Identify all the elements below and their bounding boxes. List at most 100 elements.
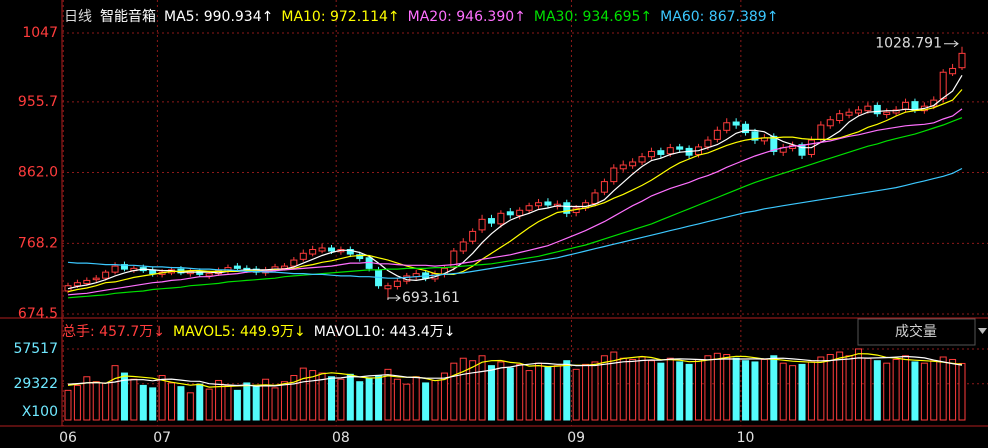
legend-entry: MA30: 934.695↑ — [534, 9, 652, 25]
candle-body — [346, 249, 354, 255]
volume-bar — [723, 354, 731, 421]
volume-bar — [817, 356, 825, 421]
candle-body — [911, 101, 919, 111]
legend-entry: MA20: 946.390↑ — [408, 9, 526, 25]
candle-body — [516, 209, 524, 217]
candle-body — [845, 111, 853, 116]
volume-bar — [487, 365, 495, 421]
legend-entry: MAVOL5: 449.9万↓ — [173, 324, 306, 340]
candle-body — [864, 105, 872, 112]
candle-body — [233, 265, 241, 269]
volume-bar — [497, 361, 505, 421]
volume-bar — [920, 362, 928, 421]
volume-bar — [958, 362, 966, 421]
candle-body — [487, 218, 495, 224]
candle-body — [902, 101, 910, 110]
ma-line — [67, 74, 963, 290]
volume-bar — [384, 368, 392, 421]
min-label: 693.161 — [402, 290, 460, 306]
y-tick-label: 862.0 — [18, 165, 58, 181]
y-tick-label: 768.2 — [18, 235, 58, 251]
candle-body — [883, 111, 891, 115]
candle-body — [459, 241, 467, 252]
volume-bar — [346, 373, 354, 421]
ma-line — [67, 108, 963, 296]
volume-bar — [403, 383, 411, 421]
volume-bar — [73, 384, 81, 421]
dropdown-arrow[interactable] — [978, 328, 987, 334]
candle-body — [836, 113, 844, 122]
candle-body — [751, 131, 759, 141]
candle-body — [327, 247, 335, 252]
volume-bar — [92, 381, 100, 421]
candle-body — [798, 144, 806, 156]
volume-bar — [930, 360, 938, 421]
legend-entry: MA60: 867.389↑ — [660, 9, 778, 25]
volume-bar — [168, 382, 176, 421]
legend-entry: 总手: 457.7万↓ — [62, 324, 165, 340]
volume-bar — [704, 355, 712, 421]
volume-bar — [854, 348, 862, 421]
volume-bar — [271, 387, 279, 421]
volume-ma-line — [67, 353, 963, 388]
candle-body — [600, 181, 608, 193]
volume-bar — [629, 358, 637, 421]
volume-bar — [506, 367, 514, 421]
candle-body — [535, 202, 543, 207]
candle-body — [647, 150, 655, 158]
volume-bar — [83, 376, 91, 421]
volume-bar — [742, 360, 750, 421]
volume-unit: X100 — [22, 404, 58, 420]
volume-bar — [469, 360, 477, 421]
indicator-selector[interactable] — [857, 318, 976, 346]
candle-body — [666, 147, 674, 155]
volume-bar — [732, 357, 740, 421]
x-tick-label: 08 — [332, 430, 350, 446]
volume-bar — [902, 355, 910, 421]
candle-body — [92, 277, 100, 281]
volume-bar — [525, 370, 533, 421]
volume-bar — [713, 352, 721, 421]
volume-bar — [309, 370, 317, 421]
legend-entry: MA5: 990.934↑ — [164, 9, 273, 25]
period-label: 日线 — [64, 9, 92, 25]
candle-body — [657, 150, 665, 155]
volume-bar — [393, 378, 401, 421]
volume-bar — [478, 355, 486, 421]
volume-bar — [120, 372, 128, 421]
volume-bar — [695, 358, 703, 421]
volume-bar — [233, 389, 241, 421]
candle-body — [478, 218, 486, 231]
min-arrow — [387, 294, 401, 302]
candle-body — [770, 135, 778, 152]
volume-bar — [826, 354, 834, 421]
volume-bar — [262, 378, 270, 421]
volume-bar — [553, 365, 561, 421]
candle-body — [563, 202, 571, 214]
volume-bar — [375, 375, 383, 421]
volume-bar — [139, 384, 147, 421]
volume-bar — [205, 388, 213, 421]
candle-body — [469, 230, 477, 242]
volume-bar — [450, 362, 458, 421]
candle-body — [591, 192, 599, 204]
volume-bar — [657, 362, 665, 421]
volume-bar — [864, 357, 872, 421]
candle-body — [713, 129, 721, 140]
volume-bar — [666, 357, 674, 421]
candle-body — [939, 71, 947, 100]
candle-body — [723, 122, 731, 131]
candle-body — [525, 205, 533, 211]
volume-bar — [647, 360, 655, 421]
volume-bar — [102, 382, 110, 421]
volume-bar — [130, 378, 138, 421]
volume-bar — [807, 361, 815, 421]
candle-body — [196, 270, 204, 275]
candle-body — [676, 146, 684, 150]
volume-bar — [676, 361, 684, 421]
candle-body — [506, 211, 514, 216]
volume-bar — [280, 381, 288, 421]
volume-bar — [798, 363, 806, 421]
indicator-name[interactable]: 成交量 — [895, 323, 937, 340]
